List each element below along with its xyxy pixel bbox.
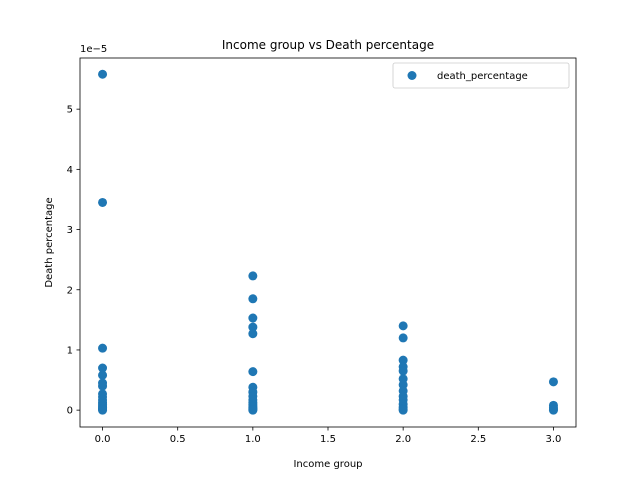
- data-point: [248, 294, 258, 304]
- y-tick-label: 2: [67, 285, 73, 296]
- x-axis-ticks: 0.0 0.5 1.0 1.5 2.0 2.5 3.0: [95, 427, 562, 445]
- legend-marker: [407, 71, 417, 80]
- legend-label: death_percentage: [437, 71, 528, 82]
- data-point: [548, 405, 558, 415]
- y-tick-label: 0: [67, 406, 73, 417]
- chart-title: Income group vs Death percentage: [222, 38, 434, 52]
- x-tick-label: 2.5: [470, 434, 486, 445]
- x-tick-label: 1.5: [320, 434, 336, 445]
- y-tick-label: 4: [67, 165, 73, 176]
- data-point: [398, 333, 408, 343]
- data-point: [248, 329, 258, 339]
- y-tick-label: 3: [67, 225, 73, 236]
- x-tick-label: 0.0: [95, 434, 111, 445]
- data-point: [248, 313, 258, 323]
- x-tick-label: 2.0: [395, 434, 411, 445]
- legend-box: [392, 62, 570, 89]
- data-point: [98, 381, 108, 391]
- data-point: [548, 377, 558, 387]
- y-tick-label: 5: [67, 105, 73, 116]
- data-point: [98, 405, 108, 415]
- data-point: [98, 69, 108, 79]
- data-point: [98, 370, 108, 380]
- x-tick-label: 3.0: [546, 434, 562, 445]
- x-axis-label: Income group: [293, 459, 362, 470]
- legend: death_percentage: [392, 62, 570, 89]
- data-point: [398, 321, 408, 331]
- data-point: [248, 322, 258, 332]
- data-point: [98, 363, 108, 373]
- data-point: [248, 405, 258, 415]
- data-point: [98, 343, 108, 353]
- data-point: [398, 355, 408, 365]
- y-tick-label: 1: [67, 345, 73, 356]
- y-axis-label: Death percentage: [44, 197, 55, 287]
- x-tick-label: 1.0: [245, 434, 261, 445]
- data-point: [398, 405, 408, 415]
- data-point: [98, 197, 108, 207]
- data-point: [248, 271, 258, 281]
- y-axis-offset-label: 1e−5: [80, 44, 107, 55]
- data-point: [398, 366, 408, 376]
- data-point: [248, 367, 258, 377]
- x-tick-label: 0.5: [170, 434, 186, 445]
- data-points: [98, 69, 558, 415]
- y-axis-ticks: 0 1 2 3 4 5: [67, 105, 80, 417]
